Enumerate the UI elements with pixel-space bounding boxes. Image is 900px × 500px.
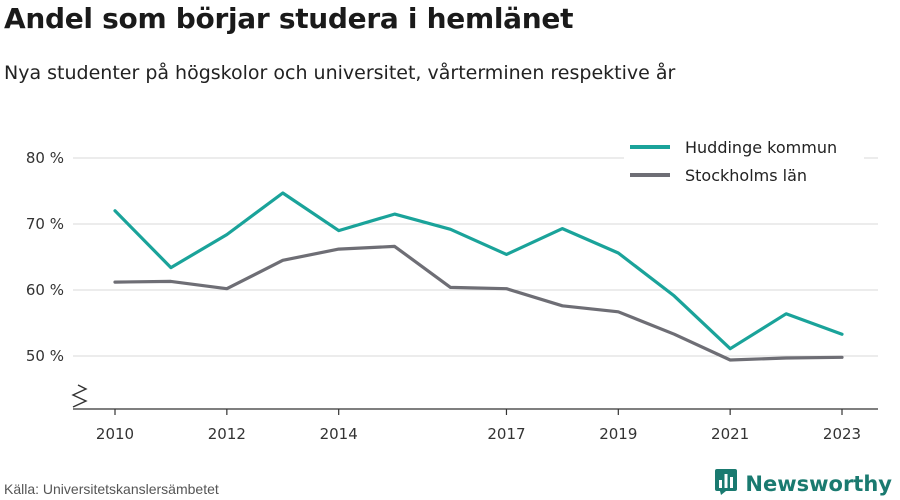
- legend-label: Stockholms län: [685, 166, 807, 185]
- chart-title: Andel som börjar studera i hemlänet: [4, 2, 574, 35]
- bar-chart-logo-icon: [715, 469, 738, 499]
- brand-name: Newsworthy: [745, 472, 892, 496]
- x-tick-label: 2010: [96, 425, 134, 443]
- legend-label: Huddinge kommun: [685, 138, 837, 157]
- x-tick-label: 2021: [711, 425, 749, 443]
- y-tick-label: 70 %: [26, 215, 64, 233]
- chart-subtitle: Nya studenter på högskolor och universit…: [4, 62, 676, 84]
- axis-break-icon: [71, 384, 88, 408]
- x-tick-label: 2019: [599, 425, 637, 443]
- legend-box: [624, 130, 864, 192]
- x-tick-label: 2012: [208, 425, 246, 443]
- series-line-stockholms-l-n: [113, 244, 844, 362]
- y-tick-label: 60 %: [26, 281, 64, 299]
- x-tick-label: 2017: [487, 425, 525, 443]
- y-tick-label: 50 %: [26, 347, 64, 365]
- x-tick-label: 2023: [823, 425, 861, 443]
- x-tick-label: 2014: [320, 425, 358, 443]
- brand-logo[interactable]: Newsworthy: [715, 469, 892, 499]
- source-note: Källa: Universitetskanslersämbetet: [4, 481, 219, 497]
- y-tick-label: 80 %: [26, 149, 64, 167]
- series-line-huddinge-kommun: [113, 191, 844, 351]
